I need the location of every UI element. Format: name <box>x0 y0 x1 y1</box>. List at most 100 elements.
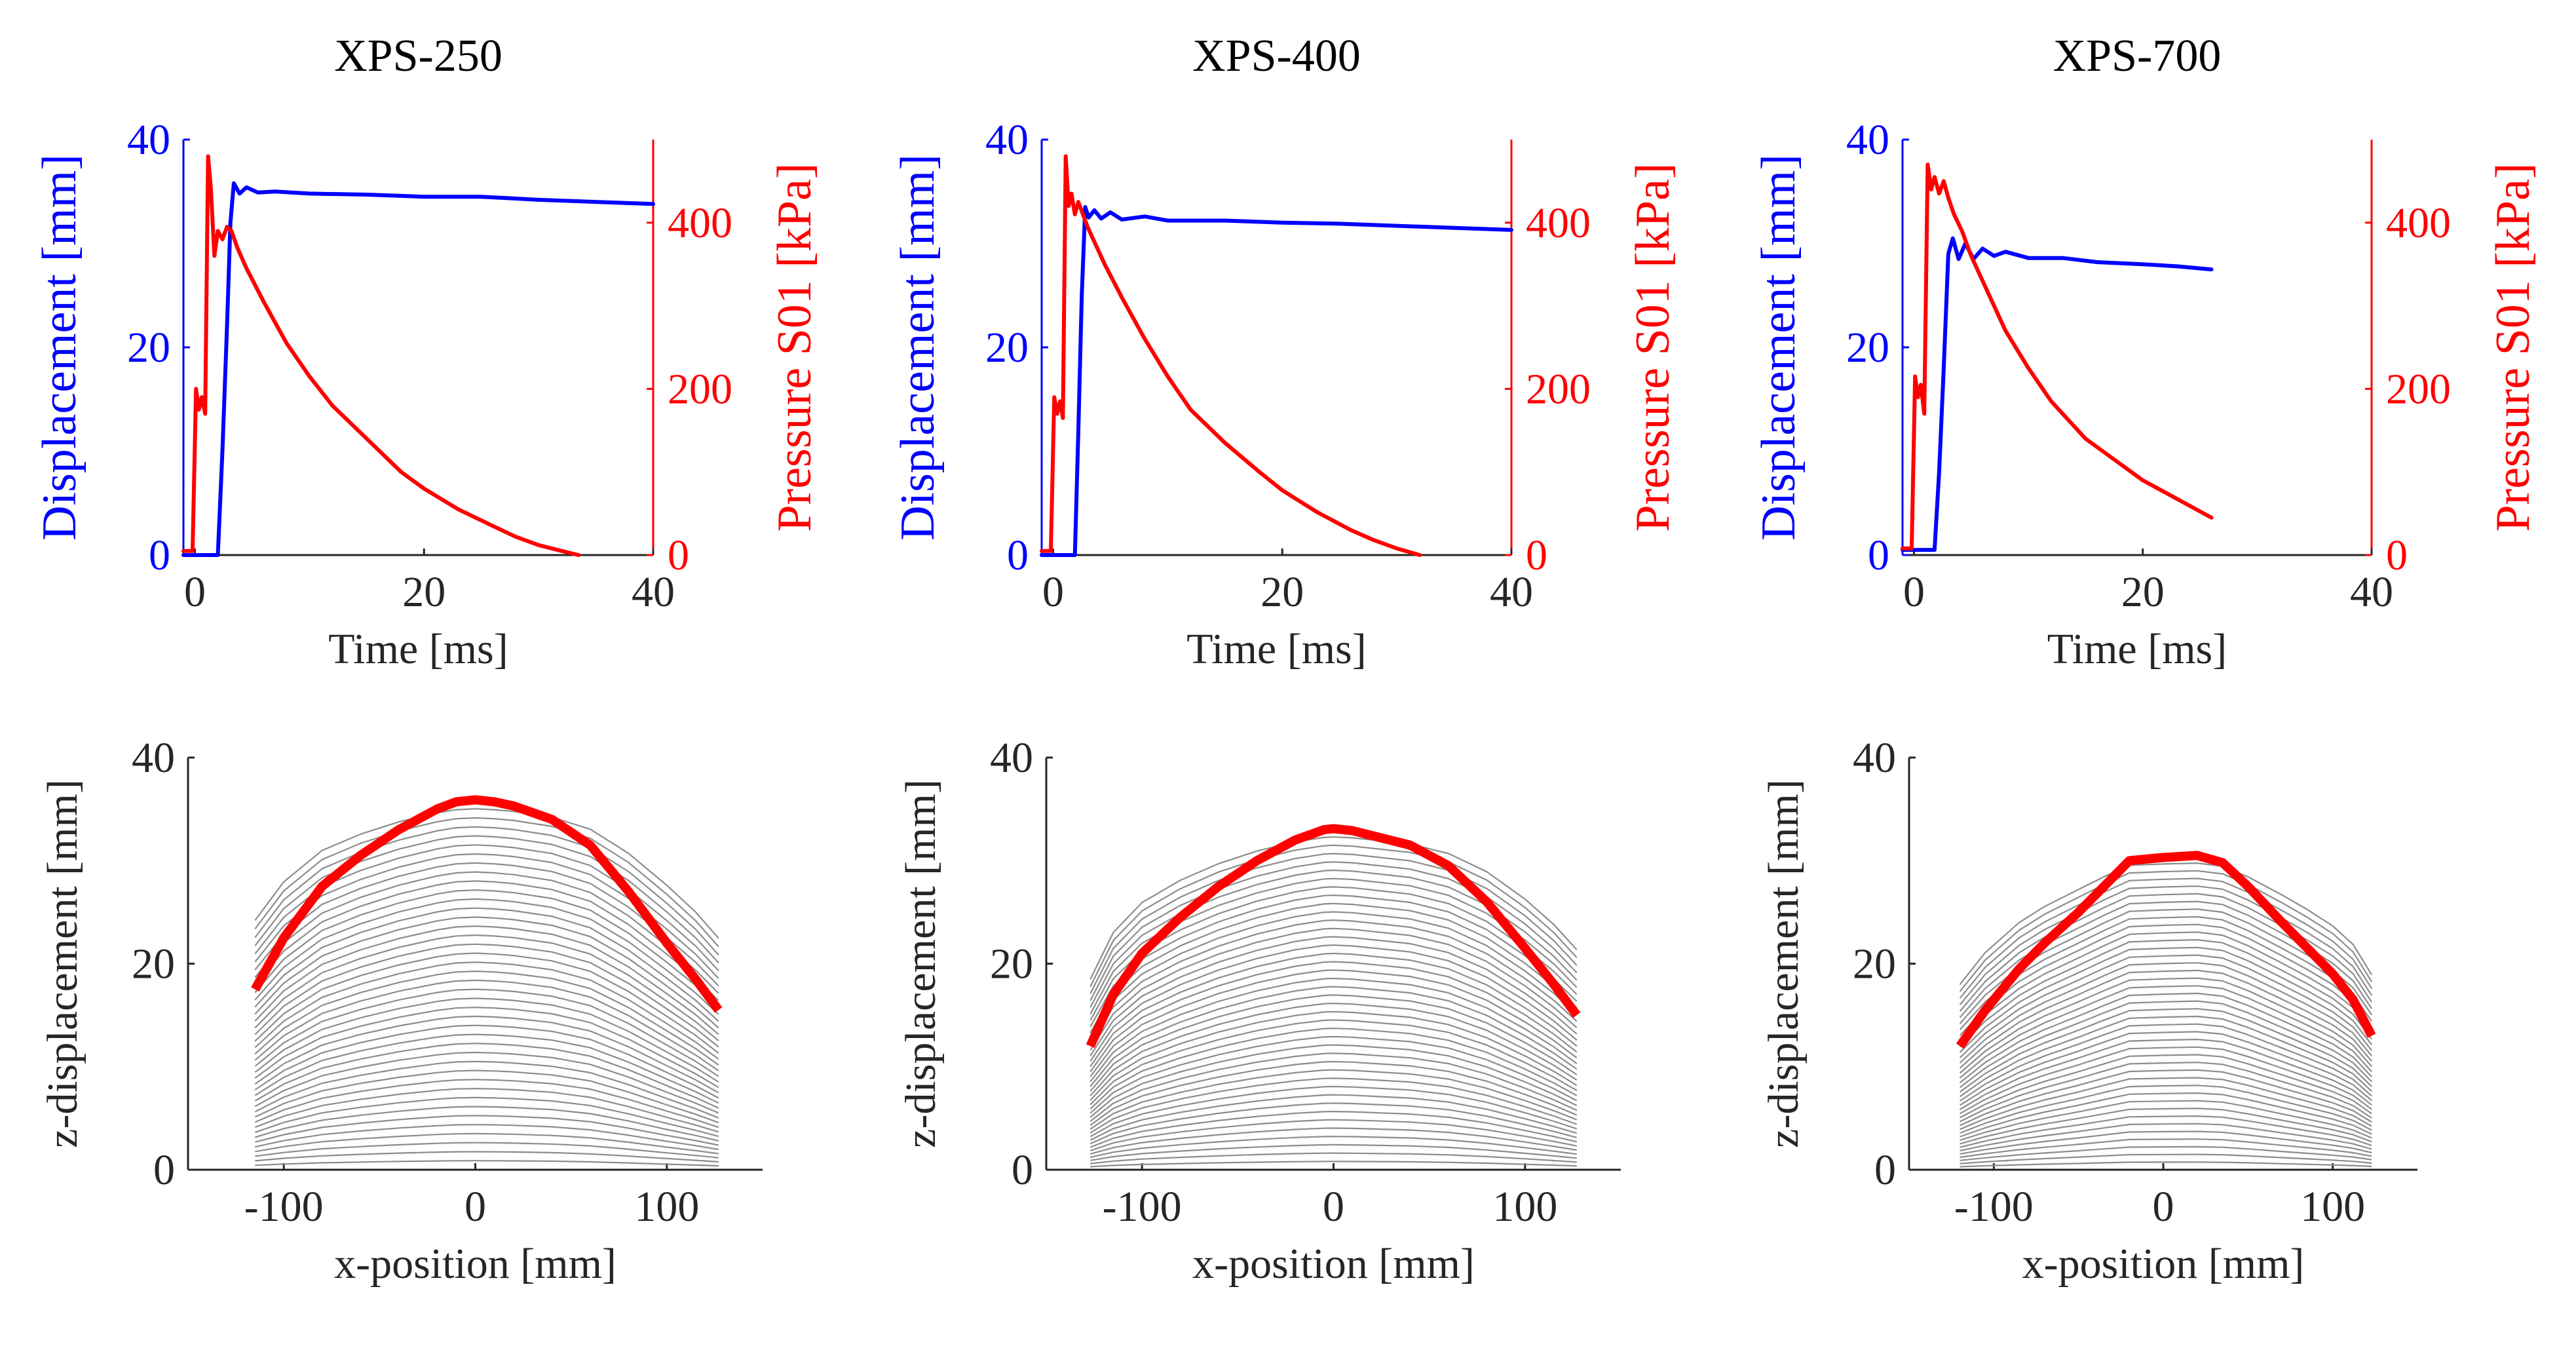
profile-line <box>254 1096 719 1138</box>
y-tick-label: 0 <box>1874 1146 1896 1194</box>
right-y-axis-label: Pressure S01 [kPa] <box>768 163 822 531</box>
x-axis-label: x-position [mm] <box>1192 1240 1475 1288</box>
displacement-line <box>1040 205 1513 557</box>
profile-line <box>1959 923 2373 1036</box>
profile-line <box>1089 952 1578 1068</box>
final-profile-line <box>1086 824 1581 1049</box>
left-y-axis-label: Displacement [mm] <box>33 154 86 541</box>
right-y-tick-label: 0 <box>668 531 689 579</box>
profile-line <box>1959 1008 2372 1093</box>
x-tick-label: 40 <box>2350 568 2393 616</box>
profile-line <box>1089 1028 1578 1110</box>
profile-line <box>254 1051 719 1114</box>
profile-line <box>1090 1152 1577 1165</box>
right-y-tick-label: 400 <box>668 199 732 247</box>
displacement-line <box>1901 236 2214 552</box>
final-profile-line <box>251 795 723 1013</box>
profile-line <box>255 1124 719 1151</box>
y-tick-label: 0 <box>153 1146 175 1194</box>
profile-line <box>1959 985 2373 1079</box>
profile-line <box>1089 986 1578 1087</box>
profile-line <box>1960 1123 2372 1151</box>
profile-line <box>1089 944 1578 1062</box>
x-tick-label: 40 <box>1490 568 1533 616</box>
y-tick-label: 20 <box>990 940 1033 988</box>
right-y-tick-label: 200 <box>1526 365 1591 413</box>
profile-line <box>254 844 719 972</box>
profile-line <box>1960 1107 2372 1145</box>
profile-line <box>1089 902 1578 1033</box>
profile-line <box>1959 992 2373 1084</box>
profile-line <box>254 1079 719 1128</box>
x-tick-label: 0 <box>464 1183 486 1231</box>
x-axis-label: x-position [mm] <box>334 1240 616 1288</box>
pressure-line <box>1901 163 2214 550</box>
profile-line <box>254 961 719 1060</box>
profile-line <box>254 952 719 1054</box>
profile-line <box>1960 1085 2372 1134</box>
panel-title: XPS-400 <box>1192 31 1361 81</box>
profile-line <box>1959 915 2373 1030</box>
y-axis-label: z-displacement [mm] <box>1760 779 1808 1148</box>
profile-line <box>1089 911 1578 1039</box>
profile-panel-3: -100 0 100 0 20 40 x-position [mm] z-displaceme… <box>1760 734 2417 1288</box>
profile-line <box>1960 1046 2372 1115</box>
profile-line <box>1089 853 1578 994</box>
x-tick-label: 0 <box>1042 568 1064 616</box>
right-y-tick-label: 200 <box>668 365 732 413</box>
profile-line <box>254 970 719 1066</box>
x-axis-label: Time [ms] <box>2047 625 2227 673</box>
profile-line <box>1959 885 2373 1005</box>
profile-line <box>1959 977 2373 1074</box>
profile-line <box>254 979 719 1071</box>
profile-line <box>254 1060 719 1119</box>
profile-line <box>1089 836 1578 980</box>
profile-line <box>1090 1144 1577 1161</box>
right-y-tick-label: 400 <box>2386 199 2451 247</box>
profile-line <box>1960 1115 2372 1148</box>
y-tick-label: 40 <box>1853 734 1896 782</box>
profile-line <box>1960 1100 2372 1142</box>
profile-line <box>254 1015 719 1094</box>
profile-line <box>1089 1102 1578 1145</box>
profile-line <box>1960 1062 2372 1123</box>
profile-line <box>1959 938 2373 1048</box>
profile-line <box>1960 1153 2372 1165</box>
profile-line <box>1089 886 1578 1021</box>
profile-line <box>254 1033 719 1104</box>
profile-line <box>254 916 719 1029</box>
y-axis-label: z-displacement [mm] <box>897 779 945 1148</box>
profile-line <box>255 1151 719 1163</box>
profile-panel-1: -100 0 100 0 20 40 x-position [mm] z-displaceme… <box>39 734 763 1288</box>
right-y-tick-label: 0 <box>1526 531 1547 579</box>
right-y-axis-label: Pressure S01 [kPa] <box>1626 163 1680 531</box>
profile-line <box>254 808 719 939</box>
profile-line <box>255 1115 719 1146</box>
left-y-tick-label: 40 <box>1846 116 1889 164</box>
profile-line <box>1959 870 2373 992</box>
profile-line <box>1960 1031 2372 1106</box>
left-y-tick-label: 20 <box>1846 324 1889 372</box>
profile-line <box>1959 893 2373 1012</box>
right-y-axis-label: Pressure S01 [kPa] <box>2486 163 2540 531</box>
y-tick-label: 20 <box>132 940 175 988</box>
profile-line <box>254 1024 719 1099</box>
profile-line <box>1089 961 1578 1073</box>
profile-line <box>1959 962 2373 1064</box>
profile-line <box>1959 862 2373 985</box>
x-tick-label: -100 <box>1954 1183 2034 1231</box>
profile-line <box>1089 1127 1577 1155</box>
profile-line <box>1960 1130 2372 1155</box>
left-y-axis-label: Displacement [mm] <box>891 154 945 541</box>
x-tick-label: 20 <box>2121 568 2165 616</box>
profile-panel-2: -100 0 100 0 20 40 x-position [mm] z-displaceme… <box>897 734 1621 1288</box>
profile-line <box>254 826 719 955</box>
profile-line <box>1089 1052 1578 1122</box>
profile-line <box>1960 1092 2372 1138</box>
profile-line <box>254 1106 719 1142</box>
profile-line <box>1960 1069 2372 1127</box>
right-y-tick-label: 400 <box>1526 199 1591 247</box>
x-tick-label: 40 <box>632 568 675 616</box>
x-tick-label: -100 <box>1103 1183 1182 1231</box>
x-tick-label: 0 <box>184 568 206 616</box>
